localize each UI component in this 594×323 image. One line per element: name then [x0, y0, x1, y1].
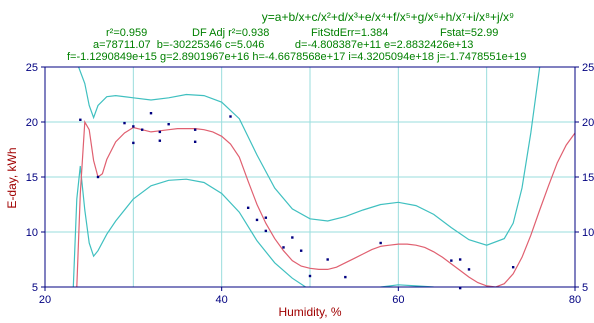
y-tick-label: 5	[32, 282, 38, 294]
y-tick-label-right: 5	[582, 282, 588, 294]
data-point	[140, 128, 144, 131]
y-tick-label-right: 25	[582, 62, 594, 74]
equation-text: y=a+b/x+c/x²+d/x³+e/x⁴+f/x⁵+g/x⁶+h/x⁷+i/…	[262, 10, 514, 24]
data-point	[123, 121, 126, 125]
data-point	[264, 216, 268, 219]
data-point	[193, 128, 197, 131]
fit-curve-group	[76, 119, 575, 287]
data-point	[246, 206, 250, 209]
data-point	[96, 175, 100, 179]
data-point	[299, 249, 303, 252]
data-point	[158, 130, 162, 134]
data-point	[229, 115, 232, 118]
coefficients-line-2: f=-1.1290849e+15 g=2.8901967e+16 h=-4.66…	[67, 51, 526, 63]
y-tick-label-right: 20	[582, 117, 594, 129]
data-point	[193, 140, 197, 143]
grid-lines	[45, 67, 575, 287]
r2-stat: r²=0.959	[106, 27, 147, 39]
lower-confidence-band-segment	[380, 284, 434, 287]
fstat-stat: Fstat=52.99	[440, 27, 498, 39]
data-point	[79, 118, 82, 121]
data-point	[158, 139, 162, 142]
upper-confidence-band	[78, 67, 541, 246]
x-tick-label: 60	[392, 294, 404, 306]
x-tick-label: 40	[216, 294, 228, 306]
x-tick-label: 80	[569, 294, 581, 306]
data-point	[132, 125, 135, 128]
plot-area	[44, 66, 576, 290]
data-point	[379, 241, 382, 245]
data-points	[79, 112, 515, 290]
y-axis-label: E-day, kWh	[5, 147, 19, 208]
x-axis-label: Humidity, %	[278, 305, 341, 319]
data-point	[264, 229, 268, 233]
data-point	[326, 258, 329, 261]
data-point	[149, 112, 153, 115]
coefficients-line-1: a=78711.07 b=-30225346 c=5.046 d=-4.8083…	[93, 39, 473, 51]
x-axis-ticks: 20 40 60 80	[39, 287, 581, 306]
data-point	[511, 266, 515, 269]
data-point	[467, 268, 471, 271]
y-axis-ticks: 5 5 10 10 15 15 20 20 25 25	[26, 62, 594, 294]
df-adj-r2-stat: DF Adj r²=0.938	[192, 27, 269, 39]
data-point	[282, 246, 285, 249]
data-point	[458, 286, 462, 290]
y-tick-label-right: 15	[582, 172, 594, 184]
data-point	[291, 236, 294, 239]
fit-std-err-stat: FitStdErr=1.384	[311, 27, 388, 39]
data-point	[344, 275, 347, 279]
y-tick-label: 10	[26, 227, 38, 239]
fit-curve	[76, 119, 575, 287]
data-point	[255, 218, 259, 222]
lower-confidence-band	[72, 165, 306, 287]
confidence-bands	[72, 67, 541, 287]
data-point	[450, 259, 453, 262]
data-point	[167, 123, 170, 126]
y-tick-label: 15	[26, 172, 38, 184]
data-point	[308, 274, 312, 278]
y-tick-label-right: 10	[582, 227, 594, 239]
data-point	[132, 141, 135, 145]
data-point	[458, 258, 462, 261]
y-tick-label: 20	[26, 117, 38, 129]
x-tick-label: 20	[39, 294, 51, 306]
y-tick-label: 25	[26, 62, 38, 74]
